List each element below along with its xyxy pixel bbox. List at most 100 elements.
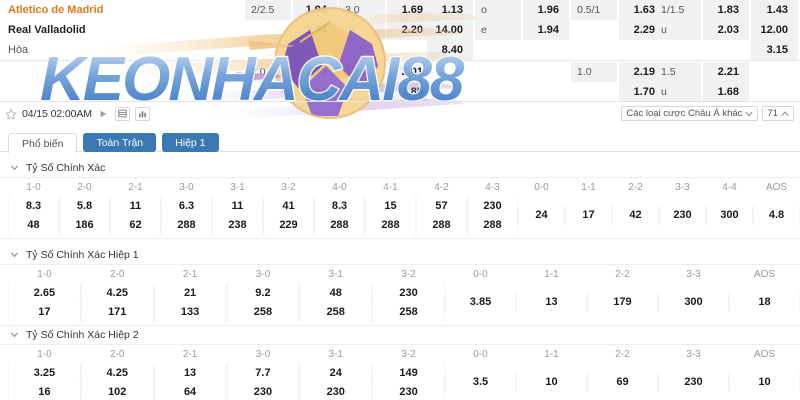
odds-cell[interactable]: 171 xyxy=(81,303,153,322)
section-header[interactable]: Tỷ Số Chính Xác xyxy=(0,158,800,178)
bet-type-select[interactable]: Các loại cược Châu Á khác xyxy=(621,106,759,121)
table-icon[interactable] xyxy=(114,106,130,121)
odds-cell[interactable]: 1.13 xyxy=(427,0,473,20)
odds-cell[interactable]: 1.70 xyxy=(619,82,665,102)
odds-cell[interactable]: 3.15 xyxy=(751,40,798,60)
play-icon[interactable] xyxy=(97,107,110,121)
odds-cell[interactable]: 7.7 xyxy=(227,364,299,383)
odds-cell[interactable]: 21 xyxy=(154,284,226,303)
odds-cell[interactable]: 3.0 xyxy=(339,0,385,20)
odds-cell[interactable]: 5.8 xyxy=(60,197,109,216)
odds-cell[interactable]: 17 xyxy=(566,206,611,225)
odds-cell[interactable]: 48 xyxy=(300,284,372,303)
odds-cell[interactable]: 57 xyxy=(417,197,466,216)
odds-cell[interactable]: 10 xyxy=(730,373,799,392)
odds-cell[interactable]: 288 xyxy=(366,216,415,235)
odds-cell[interactable]: 179 xyxy=(588,293,657,312)
odds-cell[interactable]: 18 xyxy=(730,293,799,312)
odds-cell[interactable]: 1.43 xyxy=(751,0,798,20)
odds-cell[interactable]: 62 xyxy=(111,216,160,235)
section-header[interactable]: Tỷ Số Chính Xác Hiệp 2 xyxy=(0,325,800,345)
odds-cell[interactable]: 186 xyxy=(60,216,109,235)
odds-cell[interactable]: 41 xyxy=(264,197,313,216)
odds-cell[interactable]: 17 xyxy=(9,303,80,322)
odds-cell[interactable]: 13 xyxy=(154,364,226,383)
odds-cell[interactable]: 8.40 xyxy=(427,40,473,60)
odds-cell[interactable]: 230 xyxy=(227,383,299,400)
bar-chart-icon[interactable] xyxy=(134,106,150,121)
odds-cell[interactable]: 4.25 xyxy=(81,284,153,303)
odds-cell[interactable]: 258 xyxy=(227,303,299,322)
odds-cell[interactable]: 42 xyxy=(613,206,658,225)
odds-cell[interactable]: 2.03 xyxy=(703,20,749,40)
odds-cell[interactable]: 258 xyxy=(373,303,444,322)
odds-cell[interactable]: 8.3 xyxy=(9,197,58,216)
odds-cell[interactable]: 1/1.5 xyxy=(655,0,701,20)
odds-cell[interactable]: 24 xyxy=(519,206,564,225)
tab-0[interactable]: Phổ biến xyxy=(8,133,78,153)
odds-cell[interactable]: 230 xyxy=(659,373,728,392)
odds-cell[interactable]: 6.3 xyxy=(162,197,211,216)
odds-cell[interactable]: 230 xyxy=(373,284,444,303)
odds-cell[interactable]: 11 xyxy=(111,197,160,216)
odds-cell[interactable]: 1.0 xyxy=(571,62,617,82)
odds-cell[interactable]: 2/2.5 xyxy=(245,0,291,20)
odds-cell[interactable]: 230 xyxy=(300,383,372,400)
odds-cell[interactable]: 230 xyxy=(373,383,444,400)
tab-1[interactable]: Toàn Trận xyxy=(83,133,157,152)
odds-cell[interactable]: 15 xyxy=(366,197,415,216)
count-select[interactable]: 71 xyxy=(762,106,794,121)
odds-cell[interactable]: 2.21 xyxy=(703,62,749,82)
odds-cell[interactable]: u xyxy=(339,20,385,40)
odds-cell[interactable]: 230 xyxy=(468,197,517,216)
odds-cell[interactable]: 149 xyxy=(373,364,444,383)
odds-cell[interactable]: 24 xyxy=(300,364,372,383)
odds-cell[interactable]: 288 xyxy=(162,216,211,235)
odds-cell[interactable]: 9.2 xyxy=(227,284,299,303)
odds-cell[interactable]: 4.25 xyxy=(81,364,153,383)
odds-cell[interactable]: 288 xyxy=(417,216,466,235)
odds-cell[interactable]: 8.3 xyxy=(315,197,364,216)
section-header[interactable]: Tỷ Số Chính Xác Hiệp 1 xyxy=(0,245,800,265)
odds-cell[interactable]: 230 xyxy=(660,206,705,225)
odds-cell[interactable]: 4.8 xyxy=(754,206,799,225)
odds-cell[interactable]: u xyxy=(655,20,701,40)
odds-cell[interactable]: 288 xyxy=(468,216,517,235)
odds-cell[interactable]: 12.00 xyxy=(751,20,798,40)
odds-cell[interactable]: 133 xyxy=(154,303,226,322)
odds-cell[interactable]: 3.25 xyxy=(9,364,80,383)
odds-cell[interactable]: 1.68 xyxy=(703,82,749,102)
odds-cell[interactable]: 2.29 xyxy=(619,20,665,40)
odds-cell[interactable]: 1.94 xyxy=(523,20,569,40)
odds-cell[interactable]: e xyxy=(475,20,521,40)
odds-cell[interactable]: 1.63 xyxy=(619,0,665,20)
odds-cell[interactable]: 1.94 xyxy=(293,20,337,40)
odds-cell[interactable]: 3/3.5 xyxy=(339,62,385,82)
odds-cell[interactable]: 3.85 xyxy=(446,293,515,312)
odds-cell[interactable]: 300 xyxy=(659,293,728,312)
odds-cell[interactable]: 2.0 xyxy=(245,62,291,82)
odds-cell[interactable]: 229 xyxy=(264,216,313,235)
odds-cell[interactable]: 16 xyxy=(9,383,80,400)
odds-cell[interactable]: 1.83 xyxy=(703,0,749,20)
favorite-star-icon[interactable] xyxy=(5,107,17,120)
odds-cell[interactable]: 13 xyxy=(517,293,586,312)
odds-cell[interactable]: 10 xyxy=(517,373,586,392)
odds-cell[interactable]: 1.94 xyxy=(293,0,337,20)
odds-cell[interactable]: 300 xyxy=(707,206,752,225)
odds-cell[interactable]: 1.5 xyxy=(655,62,701,82)
odds-cell[interactable]: 64 xyxy=(154,383,226,400)
tab-2[interactable]: Hiệp 1 xyxy=(162,133,219,152)
odds-cell[interactable]: 3.5 xyxy=(446,373,515,392)
odds-cell[interactable]: 48 xyxy=(9,216,58,235)
odds-cell[interactable]: 2.65 xyxy=(9,284,80,303)
odds-cell[interactable]: 288 xyxy=(315,216,364,235)
odds-cell[interactable]: o xyxy=(475,0,521,20)
odds-cell[interactable]: 2.19 xyxy=(619,62,665,82)
odds-cell[interactable]: 11 xyxy=(213,197,262,216)
odds-cell[interactable]: 258 xyxy=(300,303,372,322)
odds-cell[interactable]: u xyxy=(339,82,385,102)
odds-cell[interactable]: 1.75 xyxy=(293,62,337,82)
odds-cell[interactable]: 0.5/1 xyxy=(571,0,617,20)
odds-cell[interactable]: u xyxy=(655,82,701,102)
